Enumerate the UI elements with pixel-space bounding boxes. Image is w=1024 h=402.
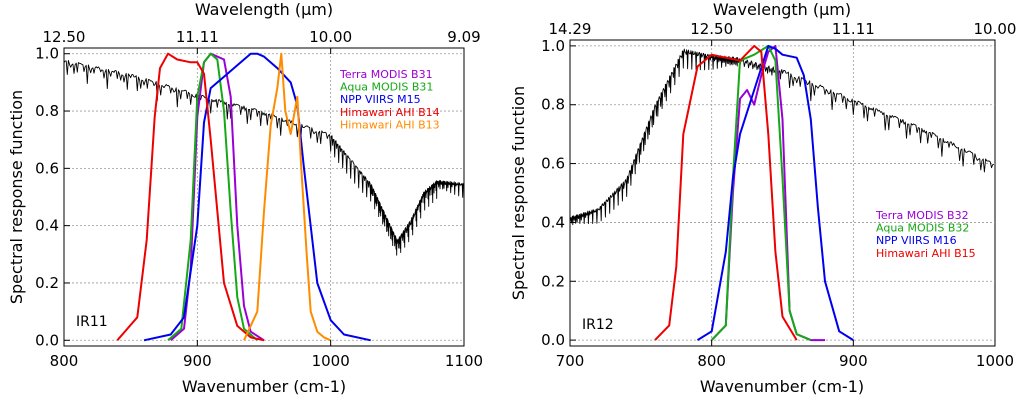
top-tick-labels: 14.29 12.50 11.11 10.00: [549, 20, 1017, 46]
y-tick-label: 0.6: [35, 159, 59, 177]
chart-ir11: 800 900 1000 1100 0.00.20.40.60.81.0 12.50 1…: [7, 0, 483, 396]
legend-entry: Terra MODIS B31: [339, 68, 433, 81]
top-tick-label: 12.50: [690, 20, 733, 38]
legend-entry: Himawari AHI B14: [340, 106, 440, 119]
x-tick-label: 1000: [976, 352, 1014, 370]
x-tick-label: 1100: [445, 352, 483, 370]
y-tick-label: 0.6: [541, 155, 565, 173]
series-line-himawari-ahi-b15: [654, 44, 798, 341]
plot-frame: [63, 47, 465, 347]
y-tick-label: 0.0: [35, 331, 59, 349]
series-layer: [64, 52, 464, 342]
top-tick-labels: 12.50 11.11 10.00 9.09: [43, 28, 481, 54]
top-axis-title: Wavelength (μm): [713, 0, 851, 19]
y-tick-label: 0.2: [541, 272, 565, 290]
x-tick-label: 700: [556, 352, 585, 370]
chart-ir12: 700 800 900 1000 0.0 0.2 0.4 0.6 0.8 1.0 14.29 12…: [509, 0, 1016, 396]
y-tick-label: 0.8: [541, 96, 565, 114]
top-tick-label: 10.00: [974, 20, 1017, 38]
x-tick-label: 800: [697, 352, 726, 370]
y-axis-title: Spectral response function: [509, 86, 528, 300]
series-line-terra-modis-b32: [710, 44, 825, 342]
x-tick-label: 1000: [312, 352, 350, 370]
series-line-npp-viirs-m16: [696, 44, 854, 341]
x-tick-labels: 800 900 1000 1100: [50, 340, 483, 370]
grid-lines: [64, 48, 464, 346]
top-tick-label: 14.29: [549, 20, 592, 38]
top-tick-label: 9.09: [447, 28, 480, 46]
x-axis-title: Wavenumber (cm-1): [182, 377, 346, 396]
y-tick-label: 1.0: [541, 37, 565, 55]
legend-entry: NPP VIIRS M15: [340, 93, 421, 106]
y-axis-title: Spectral response function: [7, 90, 26, 304]
x-tick-label: 900: [183, 352, 212, 370]
x-tick-label: 900: [839, 352, 868, 370]
top-axis-title: Wavelength (μm): [195, 0, 333, 19]
y-tick-label: 1.0: [35, 45, 59, 63]
top-tick-label: 11.11: [832, 20, 875, 38]
y-tick-labels: 0.0 0.2 0.4 0.6 0.8 1.0: [541, 37, 576, 349]
series-line-himawari-ahi-b14: [116, 52, 265, 342]
legend-entry: Terra MODIS B32: [875, 209, 969, 222]
legend-entry: Himawari AHI B15: [876, 247, 976, 260]
y-tick-label: 0.0: [541, 331, 565, 349]
y-tick-label: 0.8: [35, 102, 59, 120]
y-tick-label: 0.4: [35, 217, 59, 235]
series-line-npp-viirs-m15: [143, 52, 371, 342]
series-line-atmospheric-transmittance: [64, 60, 464, 256]
top-tick-label: 12.50: [43, 28, 86, 46]
panel-label: IR12: [582, 317, 614, 333]
legend-entry: Aqua MODIS B31: [340, 81, 433, 94]
x-tick-label: 800: [50, 352, 79, 370]
series-line-aqua-modis-b31: [167, 52, 258, 342]
x-axis-title: Wavenumber (cm-1): [700, 377, 864, 396]
top-tick-label: 11.11: [176, 28, 219, 46]
series-line-himawari-ahi-b13: [243, 52, 332, 342]
top-tick-label: 10.00: [309, 28, 352, 46]
series-layer: [570, 44, 995, 342]
y-tick-label: 0.4: [541, 213, 565, 231]
plot-frame: [569, 39, 996, 347]
panel-label: IR11: [76, 314, 108, 330]
y-tick-labels: 0.0 0.2 0.4 0.6 0.8 1.0: [35, 45, 70, 349]
legend-entry: Himawari AHI B13: [340, 118, 440, 131]
legend-entry: NPP VIIRS M16: [876, 234, 957, 247]
x-tick-labels: 700 800 900 1000: [556, 340, 1014, 370]
y-tick-label: 0.2: [35, 274, 59, 292]
series-line-aqua-modis-b32: [710, 44, 812, 342]
series-line-atmospheric-transmittance: [570, 48, 995, 226]
legend-entry: Aqua MODIS B32: [876, 222, 969, 235]
